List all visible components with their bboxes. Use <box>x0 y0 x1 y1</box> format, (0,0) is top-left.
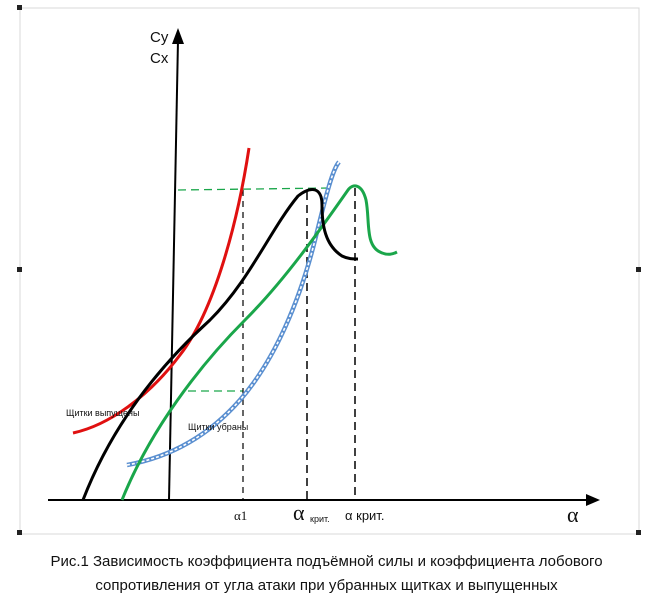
drag-curve-inner <box>126 161 340 466</box>
figure-caption: Рис.1 Зависимость коэффициента подъёмной… <box>0 550 653 598</box>
label-flaps-extended: Щитки выпущены <box>66 408 139 418</box>
diagram-canvas: Cy Cx α α1 α крит. α крит. Щитки выпущен… <box>17 5 641 535</box>
y-axis-arrow <box>172 28 184 44</box>
x-axis-label: α <box>567 502 579 527</box>
frame-handle-bl[interactable] <box>17 530 22 535</box>
caption-line-1: Рис.1 Зависимость коэффициента подъёмной… <box>50 553 603 570</box>
y-axis-label-cx: Cx <box>150 50 169 67</box>
lift-curve-black <box>81 188 359 501</box>
y-axis-label-cy: Cy <box>150 29 169 46</box>
x-axis-arrow <box>586 494 600 506</box>
lift-curve-flaps-extended <box>72 147 251 435</box>
y-axis <box>168 39 179 501</box>
tick-alpha-crit-2: α крит. <box>345 508 384 523</box>
frame-handle-ml[interactable] <box>17 267 22 272</box>
tick-alpha-crit-symbol: α <box>293 500 305 525</box>
lift-curve-flaps-retracted <box>120 184 398 501</box>
caption-line-2: сопротивления от угла атаки при убранных… <box>95 577 558 594</box>
frame-handle-mr[interactable] <box>636 267 641 272</box>
frame-handle-tl[interactable] <box>17 5 22 10</box>
figure: Cy Cx α α1 α крит. α крит. Щитки выпущен… <box>17 5 641 535</box>
tick-alpha1: α1 <box>234 508 247 523</box>
label-flaps-retracted: Щитки убраны <box>188 422 248 432</box>
tick-alpha-crit-sub: крит. <box>310 514 330 524</box>
frame-handle-br[interactable] <box>636 530 641 535</box>
selection-frame <box>19 7 640 535</box>
